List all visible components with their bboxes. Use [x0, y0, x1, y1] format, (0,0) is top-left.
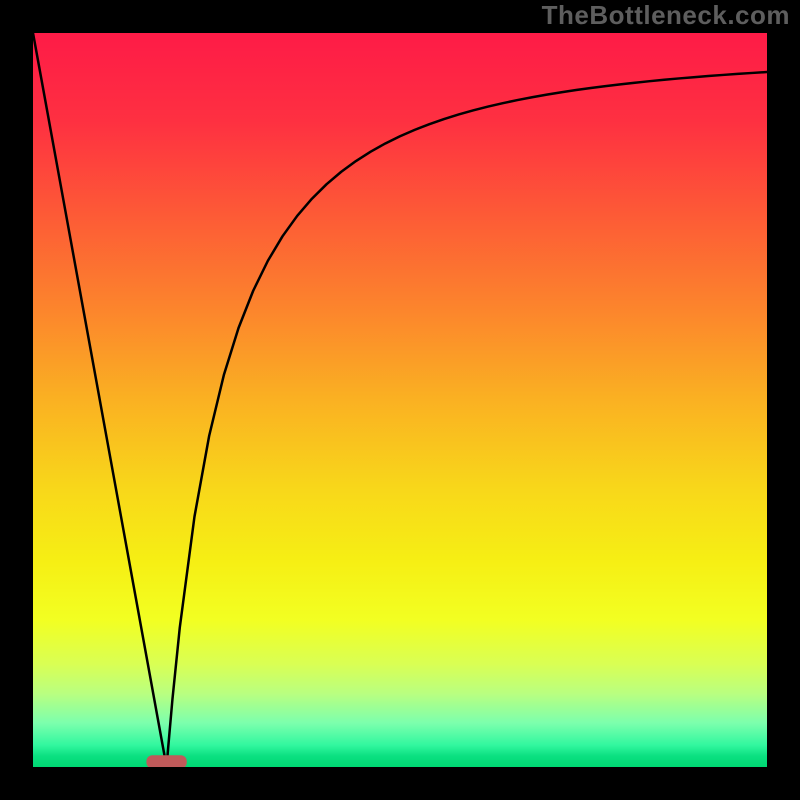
watermark-text: TheBottleneck.com: [542, 0, 790, 31]
valley-marker: [146, 755, 186, 767]
bottleneck-curve: [33, 33, 767, 767]
plot-area: [33, 33, 767, 767]
curve-layer: [33, 33, 767, 767]
chart-root: TheBottleneck.com: [0, 0, 800, 800]
